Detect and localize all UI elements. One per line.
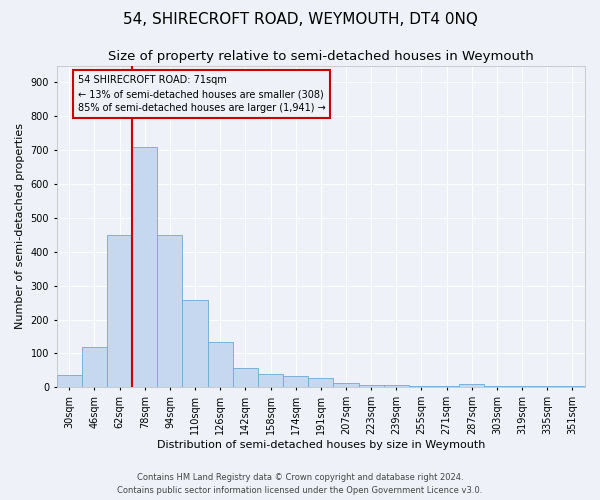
Bar (82, 346, 107, 388)
Text: 54 SHIRECROFT ROAD: 71sqm
← 13% of semi-detached houses are smaller (308)
85% of: 54 SHIRECROFT ROAD: 71sqm ← 13% of semi-… (78, 75, 326, 113)
Bar (334, 383, 359, 388)
Bar (132, 147, 157, 388)
Bar (157, 235, 182, 388)
Bar (434, 386, 459, 388)
Bar (56, 376, 82, 388)
Bar (283, 376, 308, 388)
Bar (409, 386, 434, 388)
Text: 54, SHIRECROFT ROAD, WEYMOUTH, DT4 0NQ: 54, SHIRECROFT ROAD, WEYMOUTH, DT4 0NQ (122, 12, 478, 28)
Bar (233, 368, 258, 388)
Title: Size of property relative to semi-detached houses in Weymouth: Size of property relative to semi-detach… (108, 50, 534, 63)
Bar (459, 384, 484, 388)
Y-axis label: Number of semi-detached properties: Number of semi-detached properties (15, 124, 25, 330)
Text: Contains HM Land Registry data © Crown copyright and database right 2024.
Contai: Contains HM Land Registry data © Crown c… (118, 474, 482, 495)
X-axis label: Distribution of semi-detached houses by size in Weymouth: Distribution of semi-detached houses by … (157, 440, 485, 450)
Bar (208, 342, 233, 388)
Bar (359, 384, 384, 388)
Bar (535, 386, 560, 388)
Bar (258, 374, 283, 388)
Bar (484, 386, 509, 388)
Bar (182, 300, 208, 388)
Bar (560, 386, 585, 388)
Bar (107, 235, 132, 388)
Bar (308, 378, 334, 388)
Bar (384, 385, 409, 388)
Bar (509, 386, 535, 388)
